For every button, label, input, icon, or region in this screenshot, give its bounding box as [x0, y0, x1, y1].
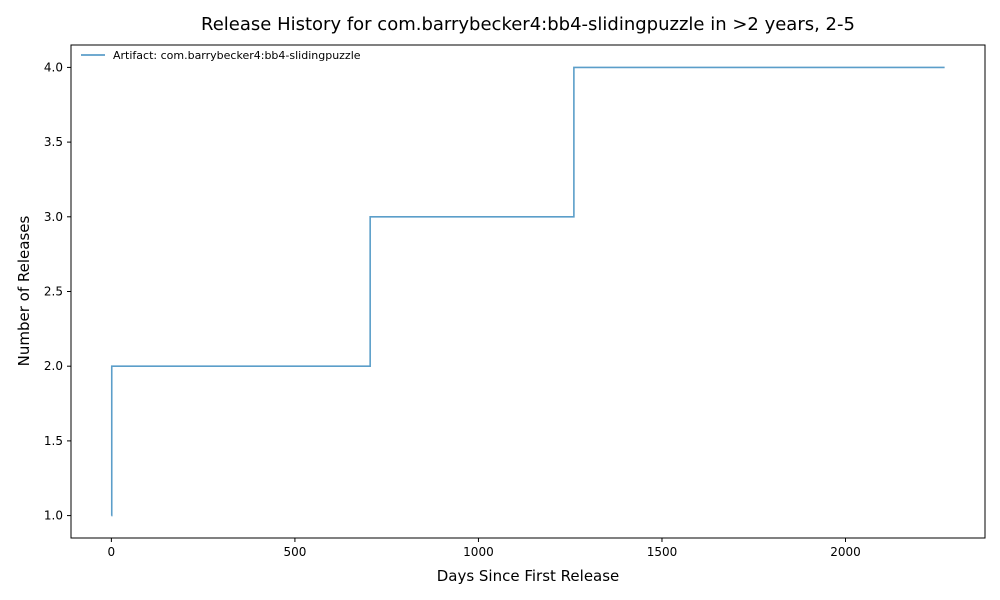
x-tick-label: 0 — [108, 545, 116, 559]
y-tick-label: 3.5 — [44, 135, 63, 149]
y-tick-label: 2.5 — [44, 285, 63, 299]
y-axis-ticks: 1.0 1.5 2.0 2.5 3.0 3.5 4.0 — [44, 60, 71, 523]
y-tick-label: 4.0 — [44, 60, 63, 74]
series-layer — [110, 66, 945, 517]
legend-label: Artifact: com.barrybecker4:bb4-slidingpu… — [113, 49, 361, 62]
x-tick-label: 1000 — [463, 545, 494, 559]
y-axis-title: Number of Releases — [15, 215, 33, 366]
y-tick-label: 3.0 — [44, 210, 63, 224]
x-tick-label: 2000 — [830, 545, 861, 559]
y-tick-label: 1.0 — [44, 509, 63, 523]
legend: Artifact: com.barrybecker4:bb4-slidingpu… — [81, 49, 361, 62]
x-axis-ticks: 0 500 1000 1500 2000 — [108, 538, 861, 559]
chart-title: Release History for com.barrybecker4:bb4… — [201, 14, 855, 35]
y-tick-label: 2.0 — [44, 359, 63, 373]
x-axis-title: Days Since First Release — [437, 567, 620, 585]
x-tick-label: 1500 — [647, 545, 678, 559]
x-tick-label: 500 — [283, 545, 306, 559]
series-step-line — [110, 66, 945, 517]
plot-area-frame — [70, 44, 986, 539]
y-tick-label: 1.5 — [44, 434, 63, 448]
